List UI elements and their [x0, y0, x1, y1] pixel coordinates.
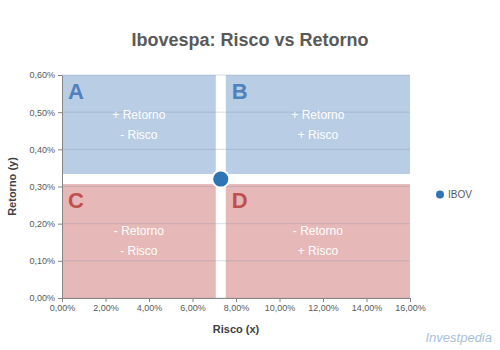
tick-mark: [193, 298, 194, 302]
quadrant-text: + Risco: [298, 128, 339, 142]
tick: 2,00%: [93, 298, 119, 313]
quadrant-backgrounds: [62, 75, 410, 298]
quadrant-text: - Retorno: [114, 224, 164, 238]
tick-mark: [58, 149, 62, 150]
tick-label: 0,20%: [29, 219, 55, 229]
quadrant-area: [226, 75, 410, 174]
tick: 0,20%: [29, 219, 62, 229]
quadrant-letter: D: [232, 188, 248, 213]
chart-svg: Ibovespa: Risco vs Retorno A + Retorno - Ri…: [0, 0, 500, 350]
tick: 14,00%: [352, 298, 383, 313]
grid-line: [62, 75, 410, 76]
quadrant-letter: C: [68, 188, 84, 213]
legend: IBOV: [436, 189, 472, 200]
grid: [62, 75, 410, 298]
quadrant-text: - Risco: [120, 128, 158, 142]
quadrant-labels: A + Retorno - Risco B + Retorno + Risco C - Ret…: [68, 79, 345, 258]
axis-line: [62, 76, 63, 299]
tick-label: 12,00%: [308, 303, 339, 313]
tick-label: 0,60%: [29, 70, 55, 80]
plot-marks: [212, 171, 229, 188]
scatter-point: [212, 171, 229, 188]
tick-mark: [149, 298, 150, 302]
tick: 10,00%: [265, 298, 296, 313]
tick-mark: [236, 298, 237, 302]
tick: 0,00%: [29, 293, 62, 303]
tick: 4,00%: [137, 298, 163, 313]
quadrant-text: - Retorno: [293, 224, 343, 238]
tick: 12,00%: [308, 298, 339, 313]
tick-mark: [58, 298, 62, 299]
tick-label: 0,40%: [29, 145, 55, 155]
tick: 8,00%: [224, 298, 250, 313]
quadrant-area: [62, 75, 216, 174]
tick: 0,60%: [29, 70, 62, 80]
quadrant-area: [226, 184, 410, 298]
tick-label: 0,00%: [29, 293, 55, 303]
tick-label: 0,50%: [29, 108, 55, 118]
tick-label: 16,00%: [395, 303, 426, 313]
grid-line: [62, 149, 410, 150]
grid-line: [62, 186, 410, 187]
tick-label: 0,30%: [29, 182, 55, 192]
grid-line: [62, 260, 410, 261]
y-axis-title: Retorno (y): [6, 157, 18, 216]
tick-mark: [58, 261, 62, 262]
legend-label: IBOV: [448, 189, 472, 200]
tick-mark: [323, 298, 324, 302]
tick-label: 2,00%: [93, 303, 119, 313]
tick-mark: [58, 187, 62, 188]
tick-label: 0,00%: [50, 303, 76, 313]
tick-label: 14,00%: [352, 303, 383, 313]
tick: 16,00%: [395, 298, 426, 313]
chart-container: Ibovespa: Risco vs Retorno A + Retorno - Ri…: [0, 0, 500, 350]
tick-label: 8,00%: [224, 303, 250, 313]
tick-label: 0,10%: [29, 256, 55, 266]
tick: 0,50%: [29, 108, 62, 118]
quadrant-letter: A: [68, 79, 84, 104]
quadrant-letter: B: [232, 79, 248, 104]
tick-label: 10,00%: [265, 303, 296, 313]
quadrant-text: + Retorno: [112, 108, 165, 122]
quadrant-text: + Risco: [298, 244, 339, 258]
tick-mark: [58, 224, 62, 225]
tick-mark: [410, 298, 411, 302]
x-axis: 0,00% 2,00% 4,00% 6,00% 8,00% 10,00% 12,00% 14,…: [50, 298, 426, 313]
source-text: Investpedia: [426, 330, 493, 345]
tick-mark: [62, 298, 63, 302]
tick-label: 4,00%: [137, 303, 163, 313]
tick: 0,30%: [29, 182, 62, 192]
tick-mark: [280, 298, 281, 302]
quadrant-text: - Risco: [120, 244, 158, 258]
tick: 0,10%: [29, 256, 62, 266]
y-axis: 0,00% 0,10% 0,20% 0,30% 0,40% 0,50% 0,60%: [29, 70, 62, 303]
quadrant-text: + Retorno: [291, 108, 344, 122]
tick: 0,40%: [29, 145, 62, 155]
tick-label: 6,00%: [180, 303, 206, 313]
series: [212, 171, 229, 188]
chart-title: Ibovespa: Risco vs Retorno: [131, 30, 368, 50]
tick: 6,00%: [180, 298, 206, 313]
tick-mark: [58, 75, 62, 76]
quadrant-area: [62, 184, 216, 298]
tick-mark: [106, 298, 107, 302]
x-axis-title: Risco (x): [213, 323, 260, 335]
tick-mark: [367, 298, 368, 302]
legend-marker: [436, 191, 444, 199]
tick-mark: [58, 112, 62, 113]
